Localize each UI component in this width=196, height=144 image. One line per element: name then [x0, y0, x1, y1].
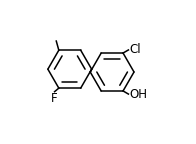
- Text: OH: OH: [129, 88, 147, 101]
- Text: F: F: [51, 92, 57, 105]
- Text: Cl: Cl: [129, 43, 141, 56]
